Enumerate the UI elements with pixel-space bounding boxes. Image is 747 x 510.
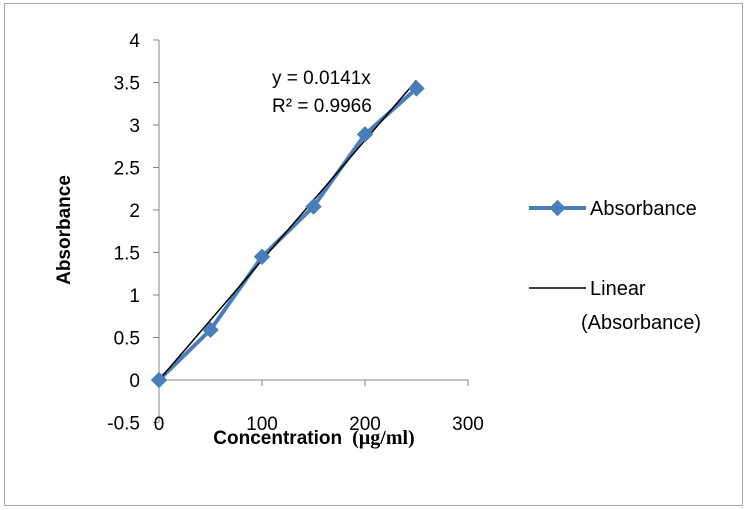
data-point-marker (202, 321, 219, 339)
equation-annotation: y = 0.0141x (272, 68, 371, 89)
x-tick-label: 200 (349, 414, 381, 435)
x-axis-title-unit: (µg/ml) (352, 427, 415, 449)
legend-trend-label-line2: (Absorbance) (581, 312, 701, 334)
y-tick-label: 2.5 (114, 159, 140, 180)
y-tick-label: 1 (129, 286, 140, 307)
y-tick-label: 3.5 (114, 74, 140, 95)
y-axis-title: Absorbance (54, 175, 75, 285)
legend-series-marker (549, 199, 566, 217)
y-tick-label: 1.5 (114, 244, 140, 265)
y-tick-label: -0.5 (107, 414, 140, 435)
x-tick-label: 0 (154, 414, 165, 435)
r-squared-annotation: R² = 0.9966 (272, 96, 372, 117)
data-point-marker (150, 371, 168, 389)
y-tick-label: 2 (129, 201, 140, 222)
data-point-marker (408, 80, 425, 97)
x-axis-title: Concentration (µg/ml) (213, 427, 414, 449)
y-tick-label: 4 (129, 31, 140, 52)
legend-series-label: Absorbance (590, 198, 697, 220)
chart-frame (4, 3, 743, 506)
x-ticks: 0 100 200 300 (154, 380, 484, 435)
data-point-marker (305, 198, 322, 215)
y-tick-label: 0 (129, 371, 140, 392)
y-tick-label: 3 (129, 116, 140, 137)
absorbance-series-line (157, 86, 418, 382)
linear-trendline (158, 79, 418, 381)
y-tick-label: 0.5 (114, 329, 140, 350)
y-ticks: -0.5 0 0.5 1 1.5 2 2.5 3 3.5 4 (107, 31, 159, 435)
series-layer (150, 79, 425, 389)
data-point-marker (356, 126, 374, 143)
x-tick-label: 100 (246, 414, 278, 435)
data-point-marker (253, 248, 271, 265)
legend: Absorbance Linear (Absorbance) (529, 198, 701, 334)
x-axis-title-text: Concentration (213, 428, 342, 449)
axes (158, 40, 468, 423)
legend-trend-label-line1: Linear (590, 278, 646, 300)
x-tick-label: 300 (452, 414, 484, 435)
